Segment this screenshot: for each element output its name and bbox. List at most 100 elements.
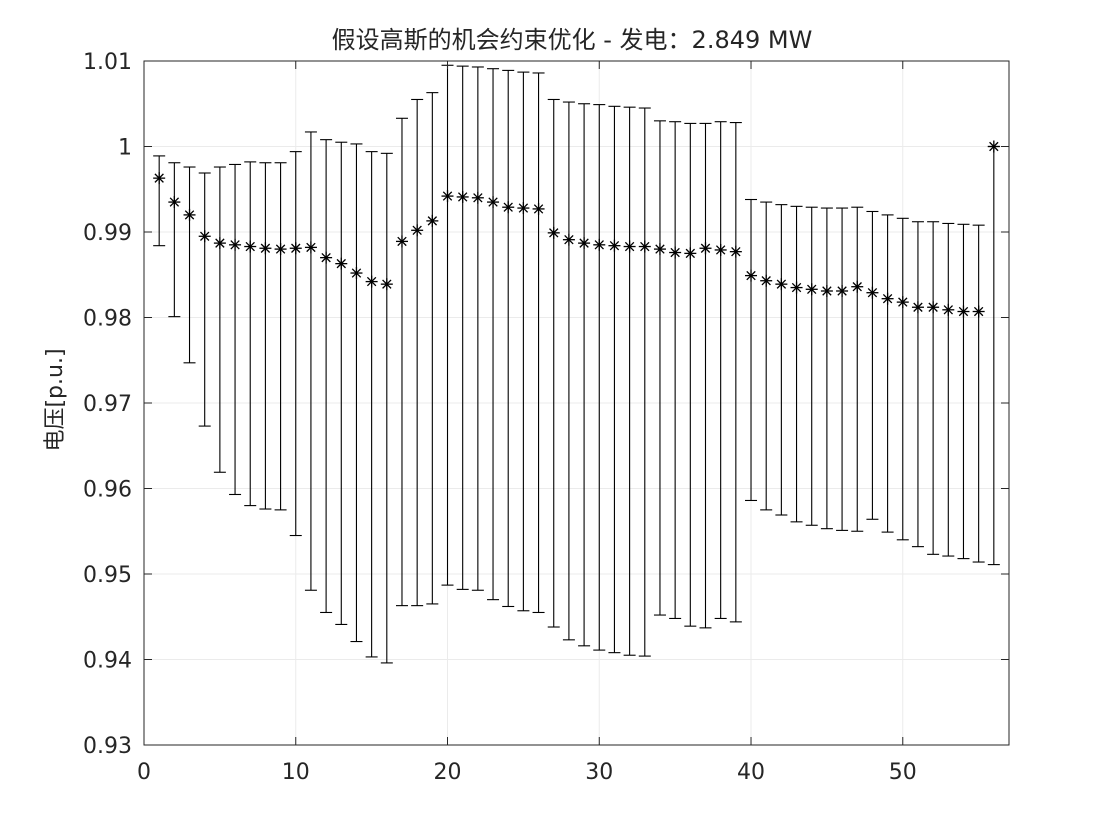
error-bar: [866, 210, 879, 520]
data-point-marker: [972, 305, 985, 318]
error-bar: [365, 151, 378, 658]
error-bar: [836, 207, 849, 531]
axis-ticks: 0.93 0.94 0.95 0.96 0.97 0.98 0.99 1 1.01 0 10 20 30…: [83, 50, 1009, 785]
data-point-marker: [593, 238, 606, 251]
data-point-marker: [699, 242, 712, 255]
error-bar: [517, 71, 530, 612]
error-bar: [198, 172, 211, 427]
error-bar: [304, 131, 317, 591]
chart-title: 假设高斯的机会约束优化 - 发电：2.849 MW: [332, 26, 813, 54]
error-bar: [395, 117, 408, 607]
error-bar: [213, 166, 226, 473]
data-point-marker: [153, 172, 166, 185]
data-point-marker: [274, 243, 287, 256]
x-tick-label: 30: [585, 760, 613, 785]
error-bar: [593, 104, 606, 651]
error-bar: [471, 66, 484, 591]
data-point-marker: [790, 281, 803, 294]
error-bar: [775, 204, 788, 516]
data-point-marker: [532, 202, 545, 215]
data-point-marker: [987, 140, 1000, 153]
data-point-marker: [244, 240, 257, 253]
error-bar: [229, 163, 242, 496]
data-point-marker: [653, 243, 666, 256]
error-bar: [851, 206, 864, 532]
error-bar: [578, 103, 591, 647]
error-bar: [638, 107, 651, 657]
y-tick-label: 0.96: [83, 478, 132, 503]
x-tick-label: 10: [282, 760, 310, 785]
x-tick-label: 20: [434, 760, 462, 785]
y-tick-label: 0.94: [83, 649, 132, 674]
y-tick-label: 0.98: [83, 307, 132, 332]
data-point-marker: [942, 303, 955, 316]
data-point-marker: [578, 237, 591, 250]
data-point-marker: [820, 284, 833, 297]
data-series: [153, 64, 1000, 664]
error-bar: [653, 120, 666, 616]
error-bar: [502, 69, 515, 608]
error-bar: [487, 68, 500, 601]
y-tick-label: 0.97: [83, 392, 132, 417]
data-point-marker: [881, 292, 894, 305]
data-point-marker: [471, 191, 484, 204]
error-bar: [411, 98, 424, 607]
error-bar: [699, 122, 712, 629]
error-bar: [942, 222, 955, 557]
y-tick-label: 0.99: [83, 221, 132, 246]
data-point-marker: [927, 301, 940, 314]
data-point-marker: [289, 242, 302, 255]
error-bar: [274, 162, 287, 511]
data-point-marker: [335, 257, 348, 270]
error-bar: [426, 92, 439, 605]
error-bar: [927, 221, 940, 555]
x-tick-label: 40: [737, 760, 765, 785]
data-point-marker: [229, 238, 242, 251]
data-point-marker: [259, 242, 272, 255]
y-axis-label: 电压[p.u.]: [43, 348, 68, 451]
data-point-marker: [911, 301, 924, 314]
data-point-marker: [365, 275, 378, 288]
error-bar: [820, 207, 833, 530]
data-point-marker: [608, 239, 621, 252]
data-point-marker: [896, 296, 909, 309]
error-bar: [547, 98, 560, 628]
y-tick-label: 1: [118, 136, 132, 161]
data-point-marker: [866, 286, 879, 299]
error-bar: [745, 198, 758, 502]
error-bar: [896, 217, 909, 541]
data-point-marker: [183, 208, 196, 221]
data-point-marker: [562, 233, 575, 246]
y-tick-label: 1.01: [83, 50, 132, 75]
data-point-marker: [213, 237, 226, 250]
error-bar: [608, 105, 621, 654]
data-point-marker: [836, 284, 849, 297]
error-bar: [259, 162, 272, 510]
error-bar: [153, 155, 166, 247]
error-bar: [183, 166, 196, 364]
data-point-marker: [456, 190, 469, 203]
data-point-marker: [350, 267, 363, 280]
data-point-marker: [441, 190, 454, 203]
error-bar: [168, 162, 181, 318]
data-point-marker: [198, 230, 211, 243]
error-bar: [911, 221, 924, 548]
error-bar: [669, 121, 682, 620]
error-bar: [380, 152, 393, 664]
y-tick-label: 0.95: [83, 563, 132, 588]
error-bar: [684, 122, 697, 627]
data-point-marker: [502, 201, 515, 214]
error-bar: [350, 143, 363, 643]
data-point-marker: [745, 269, 758, 282]
data-point-marker: [638, 240, 651, 253]
error-bar: [244, 161, 257, 507]
error-bar: [957, 223, 970, 560]
error-bar: [456, 65, 469, 590]
data-point-marker: [168, 196, 181, 209]
data-point-marker: [395, 235, 408, 248]
data-point-marker: [517, 202, 530, 215]
data-point-marker: [669, 246, 682, 259]
data-point-marker: [851, 280, 864, 293]
data-point-marker: [426, 214, 439, 227]
x-tick-label: 50: [889, 760, 917, 785]
